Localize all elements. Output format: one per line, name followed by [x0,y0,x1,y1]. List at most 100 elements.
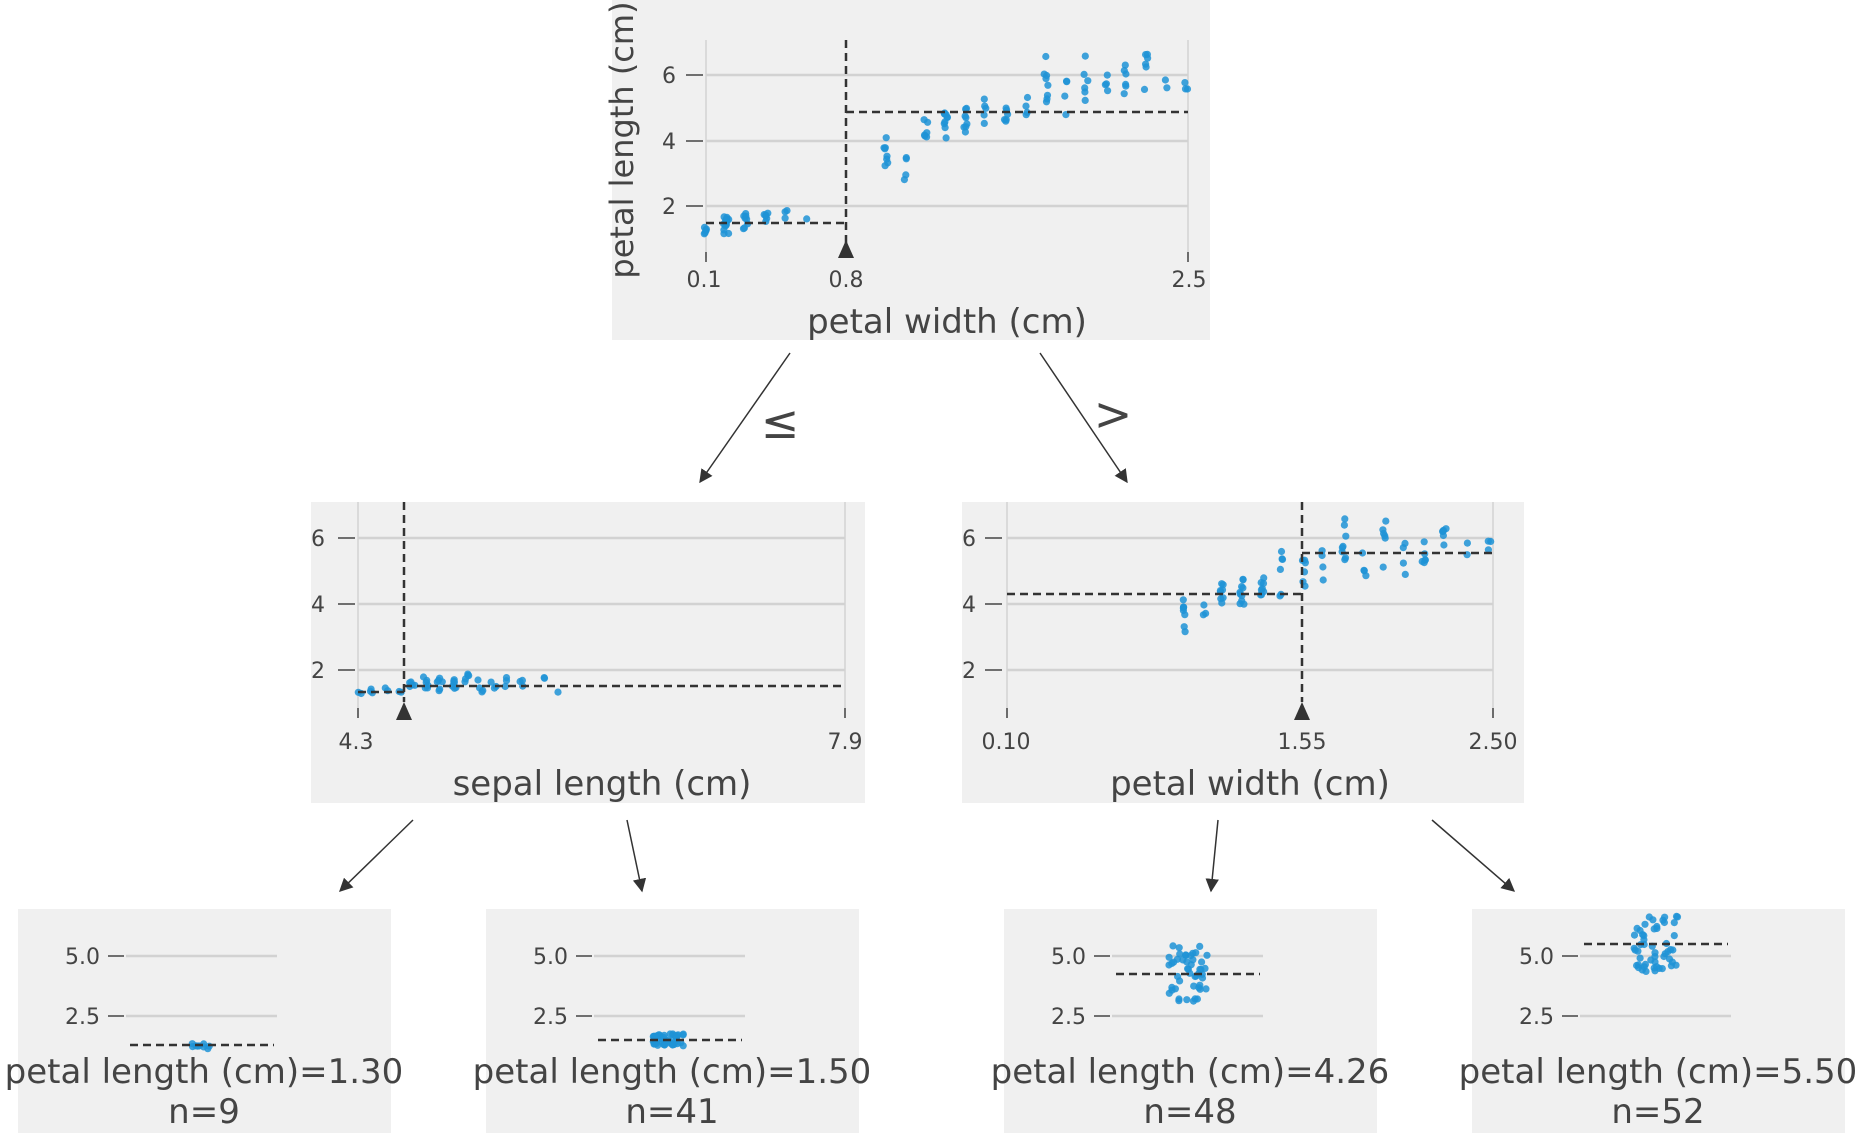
arrow-root-left [699,352,791,484]
right-split-marker [1294,702,1310,720]
root-panel [612,0,1210,340]
scatter-point [1122,82,1130,90]
right-xtick-label: 0.10 [982,730,1031,755]
scatter-point [1040,70,1048,78]
scatter-point [1319,576,1327,584]
scatter-point [1342,532,1350,540]
scatter-point [1023,93,1032,102]
right-xtick-label: 1.55 [1278,730,1327,755]
scatter-point [1636,954,1644,962]
scatter-point [679,1042,687,1050]
scatter-point [1341,554,1350,562]
scatter-point [1163,84,1171,92]
right-xtick-label: 2.50 [1469,730,1518,755]
root-ytick-label: 6 [662,64,676,89]
leaf-prediction-label: petal length (cm)=1.50 [473,1052,872,1092]
scatter-point [1169,942,1177,950]
scatter-point [1239,576,1247,584]
leaf-prediction-label: petal length (cm)=4.26 [991,1052,1390,1092]
scatter-point [1084,77,1092,85]
root-node: 2 4 6 0.1 0.8 2.5 petal length (cm) peta… [603,0,1210,342]
left-xtick-label: 4.3 [339,730,374,755]
leaf-sample-count: n=52 [1611,1092,1704,1132]
operator-greater: > [1094,387,1133,441]
scatter-point [1120,90,1128,98]
scatter-point [882,134,890,142]
leaf-node-1: 5.0 2.5 petal length (cm)=1.30 n=9 [5,909,404,1133]
scatter-point [1165,989,1173,997]
root-ytick-label: 4 [662,130,676,155]
scatter-point [1195,984,1203,992]
scatter-point [880,144,888,152]
scatter-point [501,682,509,691]
scatter-point [1142,63,1150,71]
scatter-point [1173,955,1181,963]
scatter-point [1661,913,1669,921]
scatter-point [1189,956,1197,964]
root-xtick-label: 2.5 [1172,268,1207,293]
leaf-scatter-points [1630,912,1682,976]
scatter-point [1080,70,1088,78]
right-scatter-points [1179,515,1495,636]
scatter-point [1257,586,1265,594]
scatter-point [942,134,950,142]
scatter-point [883,155,891,163]
leaf-scatter-points [1165,942,1211,1005]
scatter-point [982,104,990,112]
scatter-point [902,171,910,179]
root-ytick-label: 2 [662,195,676,220]
leaf-sample-count: n=48 [1143,1092,1236,1132]
scatter-point [1180,623,1188,631]
scatter-point [419,673,428,681]
scatter-point [1122,70,1130,78]
scatter-point [1660,952,1668,961]
operator-less-equal: ≤ [761,395,800,449]
leaf-prediction-label: petal length (cm)=5.50 [1459,1052,1858,1092]
scatter-point [1202,985,1210,993]
scatter-point [1179,596,1187,604]
scatter-point [406,679,414,687]
arrow-to-leaf-1 [339,819,414,892]
leaf-ytick-label: 5.0 [1519,945,1554,970]
leaf-panel [486,909,859,1133]
leaf-ytick-label: 2.5 [533,1005,568,1030]
scatter-point [701,229,709,237]
scatter-point [540,674,548,682]
scatter-point [1673,913,1682,921]
scatter-point [1401,539,1409,548]
arrow-root-right [1039,352,1128,484]
scatter-point [666,1030,674,1038]
scatter-point [1278,555,1287,564]
scatter-point [1198,958,1206,966]
scatter-point [1181,79,1189,87]
scatter-point [1081,52,1089,60]
scatter-point [961,112,969,120]
scatter-point [1182,951,1190,959]
scatter-point [1630,931,1639,939]
scatter-point [1143,50,1151,59]
scatter-point [1175,997,1183,1005]
left-split-panel [311,502,865,803]
scatter-point [1103,71,1111,79]
scatter-point [1175,944,1183,952]
scatter-point [1042,52,1050,61]
scatter-point [1181,611,1189,619]
scatter-point [1104,87,1112,95]
scatter-point [1101,81,1109,89]
leaf-sample-count: n=41 [625,1092,718,1132]
scatter-point [1650,964,1658,972]
scatter-point [980,119,988,127]
scatter-point [1484,537,1492,545]
scatter-point [1633,924,1641,933]
scatter-point [1022,102,1030,110]
leaf-sample-count: n=9 [168,1092,240,1132]
left-xtick-label: 7.9 [828,730,863,755]
scatter-point [1199,611,1207,619]
scatter-point [1240,600,1248,608]
scatter-point [461,675,470,683]
leaf-ytick-label: 2.5 [1519,1005,1554,1030]
leaf-ytick-label: 5.0 [65,945,100,970]
left-ytick-label: 4 [311,593,325,618]
leaf-prediction-label: petal length (cm)=1.30 [5,1052,404,1092]
scatter-point [1379,563,1387,571]
